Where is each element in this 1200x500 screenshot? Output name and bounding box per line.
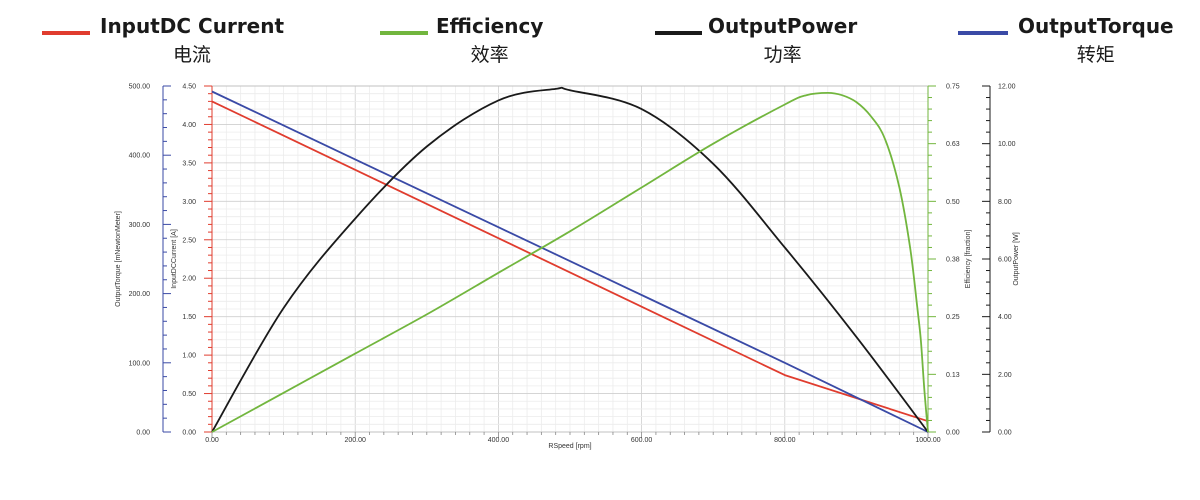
torque-axis-title: OutputTorque [mNewtonMeter] xyxy=(115,211,122,307)
x-tick-label: 1000.00 xyxy=(915,437,940,444)
efficiency-tick-label: 0.50 xyxy=(946,199,960,206)
current-tick-label: 0.00 xyxy=(182,430,196,437)
legend-item: InputDC Current 电流 xyxy=(100,14,284,67)
torque-tick-label: 200.00 xyxy=(129,291,151,298)
efficiency-tick-label: 0.75 xyxy=(946,84,960,91)
legend-label: Efficiency xyxy=(436,14,544,38)
efficiency-tick-label: 0.63 xyxy=(946,141,960,148)
x-axis-title: RSpeed [rpm] xyxy=(548,443,591,450)
legend-label-zh: 效率 xyxy=(470,44,509,66)
current-tick-label: 3.50 xyxy=(182,160,196,167)
current-tick-label: 4.50 xyxy=(182,84,196,91)
legend-swatch xyxy=(958,31,1008,35)
legend-label: OutputPower xyxy=(708,14,858,38)
current-tick-label: 1.50 xyxy=(182,314,196,321)
series-line-power xyxy=(211,86,929,433)
power-tick-label: 4.00 xyxy=(998,314,1012,321)
current-tick-label: 1.00 xyxy=(182,353,196,360)
series-line-efficiency xyxy=(211,92,929,433)
efficiency-axis-title: Efficiency [fraction] xyxy=(965,230,972,289)
legend-label: InputDC Current xyxy=(100,14,285,38)
current-tick-label: 0.50 xyxy=(182,391,196,398)
legend-swatch xyxy=(42,31,90,35)
power-tick-label: 10.00 xyxy=(998,141,1016,148)
torque-tick-label: 400.00 xyxy=(129,153,151,160)
legend-label: OutputTorque xyxy=(1018,14,1174,38)
legend-item: Efficiency 效率 xyxy=(436,14,543,67)
legend-item: OutputTorque 转矩 xyxy=(1018,14,1174,67)
chart-legend: InputDC Current 电流 Efficiency 效率 OutputPower… xyxy=(0,0,1200,72)
x-tick-label: 400.00 xyxy=(488,437,510,444)
efficiency-tick-label: 0.25 xyxy=(946,314,960,321)
x-tick-label: 800.00 xyxy=(774,437,796,444)
legend-item: OutputPower 功率 xyxy=(708,14,857,67)
current-tick-label: 2.50 xyxy=(182,237,196,244)
legend-label-zh: 转矩 xyxy=(1076,44,1115,66)
power-tick-label: 8.00 xyxy=(998,199,1012,206)
torque-tick-label: 500.00 xyxy=(129,84,151,91)
x-tick-label: 600.00 xyxy=(631,437,653,444)
efficiency-tick-label: 0.38 xyxy=(946,257,960,264)
power-axis-title: OutputPower [W] xyxy=(1013,232,1020,285)
current-tick-label: 3.00 xyxy=(182,199,196,206)
power-tick-label: 2.00 xyxy=(998,372,1012,379)
legend-label-zh: 功率 xyxy=(763,44,802,66)
torque-tick-label: 100.00 xyxy=(129,360,151,367)
x-tick-label: 200.00 xyxy=(344,437,366,444)
power-tick-label: 0.00 xyxy=(998,430,1012,437)
current-tick-label: 2.00 xyxy=(182,276,196,283)
series-line-current xyxy=(211,100,929,423)
legend-swatch xyxy=(380,31,428,35)
efficiency-tick-label: 0.13 xyxy=(946,372,960,379)
series-line-torque xyxy=(211,90,929,433)
current-axis-title: InputDCCurrent [A] xyxy=(171,229,178,289)
x-tick-label: 0.00 xyxy=(205,437,219,444)
torque-tick-label: 0.00 xyxy=(136,430,150,437)
legend-label-zh: 电流 xyxy=(173,44,212,66)
current-tick-label: 4.00 xyxy=(182,122,196,129)
torque-tick-label: 300.00 xyxy=(129,222,151,229)
legend-swatch xyxy=(655,31,702,35)
efficiency-tick-label: 0.00 xyxy=(946,430,960,437)
power-tick-label: 12.00 xyxy=(998,84,1016,91)
power-tick-label: 6.00 xyxy=(998,257,1012,264)
